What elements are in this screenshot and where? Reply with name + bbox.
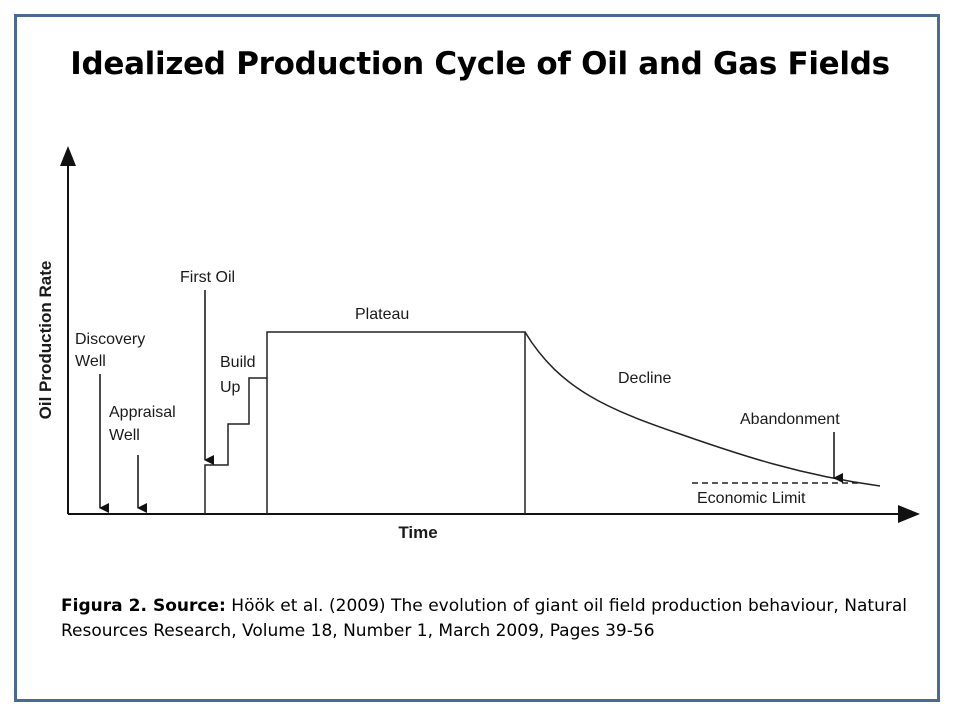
label-build-up-line1: Build [220,354,256,371]
label-appraisal-well-line1: Appraisal [109,404,176,421]
label-abandonment: Abandonment [740,411,840,428]
label-plateau: Plateau [355,306,409,323]
caption-text: Höök et al. (2009) The evolution of gian… [61,596,907,641]
label-appraisal-well-line2: Well [109,427,140,444]
label-discovery-well-line1: Discovery [75,331,145,348]
slide-title: Idealized Production Cycle of Oil and Ga… [70,46,890,82]
x-axis [68,505,920,523]
label-decline: Decline [618,370,671,387]
y-axis-label: Oil Production Rate [36,261,55,420]
slide-frame [14,14,940,702]
figure-caption: Figura 2. Source: Höök et al. (2009) The… [61,594,907,644]
y-axis-arrowhead-icon [60,146,76,166]
caption-lead: Figura 2. Source: [61,596,226,616]
x-axis-label: Time [398,523,437,542]
production-curve [204,331,881,514]
label-first-oil: First Oil [180,269,235,286]
x-axis-arrowhead-icon [898,505,920,523]
label-discovery-well-line2: Well [75,353,106,370]
y-axis [60,146,76,514]
label-build-up-line2: Up [220,379,241,396]
label-economic-limit: Economic Limit [697,490,806,507]
